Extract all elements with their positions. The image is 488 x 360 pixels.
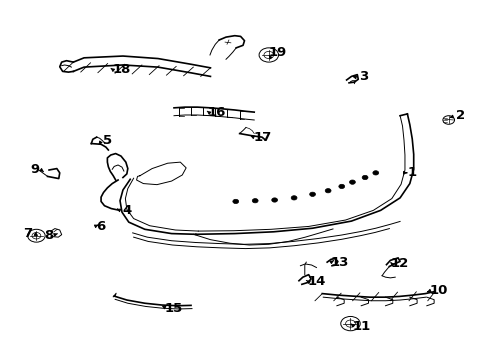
Text: 1: 1 bbox=[407, 166, 416, 179]
Text: 11: 11 bbox=[351, 320, 369, 333]
Text: 8: 8 bbox=[44, 229, 54, 242]
Text: 14: 14 bbox=[306, 275, 325, 288]
Circle shape bbox=[362, 175, 367, 180]
Text: 7: 7 bbox=[23, 227, 33, 240]
Text: 6: 6 bbox=[96, 220, 105, 233]
Text: 5: 5 bbox=[102, 134, 112, 147]
Text: 12: 12 bbox=[390, 257, 408, 270]
Text: 9: 9 bbox=[30, 163, 39, 176]
Text: 3: 3 bbox=[358, 70, 367, 83]
Circle shape bbox=[271, 198, 277, 202]
Circle shape bbox=[290, 196, 296, 200]
Circle shape bbox=[338, 184, 344, 189]
Text: 18: 18 bbox=[113, 63, 131, 76]
Text: 19: 19 bbox=[268, 46, 286, 59]
Text: 10: 10 bbox=[429, 284, 447, 297]
Text: 16: 16 bbox=[207, 105, 225, 119]
Text: 13: 13 bbox=[329, 256, 348, 269]
Circle shape bbox=[349, 180, 355, 184]
Text: 15: 15 bbox=[164, 302, 183, 315]
Text: 4: 4 bbox=[122, 204, 131, 217]
Text: 2: 2 bbox=[455, 109, 465, 122]
Text: 17: 17 bbox=[253, 131, 271, 144]
Circle shape bbox=[232, 199, 238, 203]
Circle shape bbox=[309, 192, 315, 197]
Circle shape bbox=[325, 189, 330, 193]
Circle shape bbox=[372, 171, 378, 175]
Circle shape bbox=[252, 199, 258, 203]
